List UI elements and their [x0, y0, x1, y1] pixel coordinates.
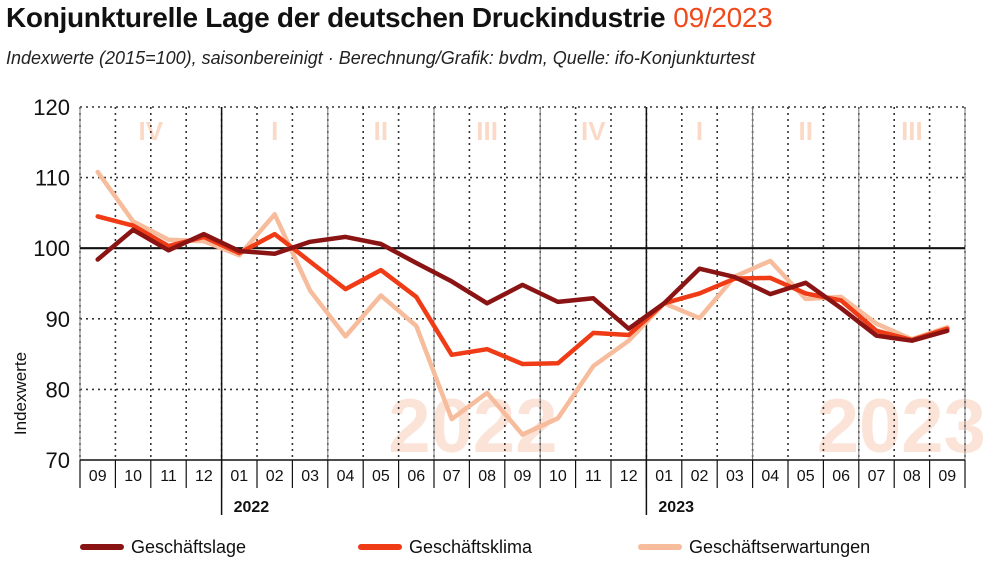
x-tick-label: 11	[585, 468, 602, 485]
title-text: Konjunkturelle Lage der deutschen Drucki…	[6, 2, 666, 33]
x-tick-label: 01	[655, 468, 673, 485]
chart-title: Konjunkturelle Lage der deutschen Drucki…	[6, 2, 773, 34]
y-axis-label: Indexwerte	[11, 352, 30, 435]
series-lines	[95, 169, 950, 437]
x-tick-label: 11	[160, 468, 177, 485]
y-tick-label: 120	[33, 95, 70, 120]
year-label: 2023	[658, 499, 694, 516]
y-tick-label: 80	[46, 377, 70, 402]
y-tick-label: 70	[46, 448, 70, 473]
x-tick-label: 09	[514, 468, 532, 485]
title-period: 09/2023	[673, 2, 773, 33]
legend-label: Geschäftsklima	[409, 537, 533, 557]
x-tick-label: 09	[938, 468, 956, 485]
x-tick-label: 03	[301, 468, 319, 485]
x-tick-label: 05	[372, 468, 390, 485]
legend-label: Geschäftserwartungen	[689, 537, 870, 557]
x-tick-label: 12	[195, 468, 213, 485]
x-tick-label: 04	[761, 468, 779, 485]
watermark-layer: 2022 2023	[388, 384, 985, 469]
quarter-label: I	[271, 116, 278, 146]
watermark-year: 2022	[388, 384, 557, 469]
y-tick-label: 90	[46, 307, 70, 332]
x-tick-label: 02	[266, 468, 284, 485]
y-tick-label: 100	[33, 236, 70, 261]
x-tick-label: 05	[797, 468, 815, 485]
quarter-label: II	[798, 116, 812, 146]
x-axis-labels: 09 10 11 12 01 02 03 04 05 06 07 08 09 10 11 12 01 02 03 04…	[89, 468, 956, 516]
x-tick-label: 08	[903, 468, 921, 485]
x-tick-label: 09	[89, 468, 107, 485]
x-tick-label: 08	[478, 468, 496, 485]
y-tick-label: 110	[35, 166, 70, 191]
legend-label: Geschäftslage	[131, 537, 246, 557]
series-line	[95, 227, 950, 343]
x-tick-label: 02	[691, 468, 709, 485]
quarter-labels: IV I II III IV I II III	[139, 116, 923, 146]
x-tick-label: 04	[337, 468, 355, 485]
year-label: 2022	[234, 499, 270, 516]
quarter-label: III	[476, 116, 498, 146]
x-tick-label: 10	[549, 468, 567, 485]
x-tick-label: 01	[230, 468, 248, 485]
x-tick-label: 10	[124, 468, 142, 485]
quarter-label: IV	[581, 116, 606, 146]
x-tick-label: 03	[726, 468, 744, 485]
quarter-label: II	[374, 116, 388, 146]
chart-subtitle: Indexwerte (2015=100), saisonbereinigt ·…	[6, 48, 755, 68]
quarter-label: III	[901, 116, 923, 146]
watermark-year: 2023	[817, 384, 986, 469]
x-tick-label: 12	[620, 468, 638, 485]
x-tick-label: 06	[407, 468, 425, 485]
x-tick-label: 06	[832, 468, 850, 485]
legend: Geschäftslage Geschäftsklima Geschäftserwa…	[80, 537, 870, 557]
grid	[79, 106, 966, 515]
x-tick-label: 07	[443, 468, 461, 485]
quarter-label: I	[696, 116, 703, 146]
x-tick-label: 07	[868, 468, 886, 485]
